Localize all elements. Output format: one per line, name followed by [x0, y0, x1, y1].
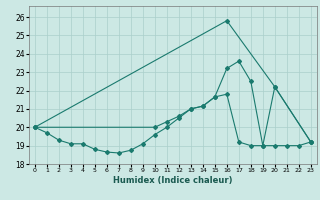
- X-axis label: Humidex (Indice chaleur): Humidex (Indice chaleur): [113, 176, 233, 185]
